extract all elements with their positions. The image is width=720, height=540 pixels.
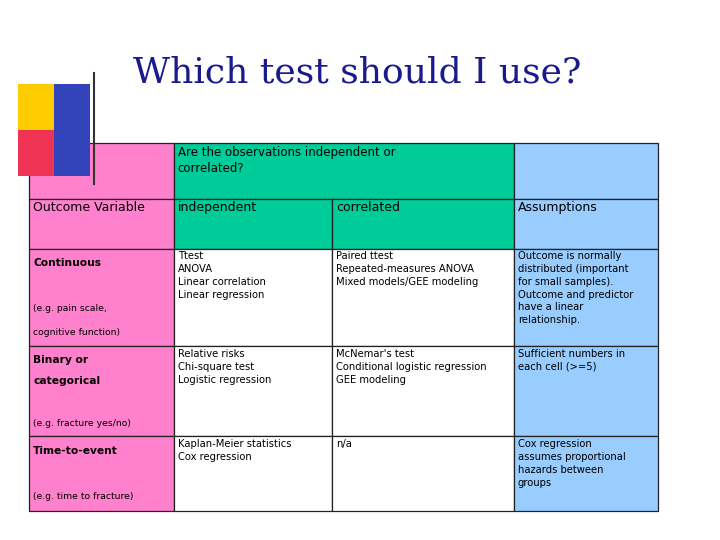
Bar <box>513 143 658 199</box>
Bar <box>29 143 174 199</box>
Bar <box>174 143 513 199</box>
Bar <box>29 248 174 346</box>
Bar <box>54 130 90 176</box>
Text: independent: independent <box>178 201 257 214</box>
Text: Outcome Variable: Outcome Variable <box>33 201 145 214</box>
Text: Continuous: Continuous <box>33 258 101 268</box>
Text: categorical: categorical <box>33 376 100 386</box>
Bar <box>174 248 332 346</box>
Text: Time-to-event: Time-to-event <box>33 446 118 456</box>
Text: Are the observations independent or
correlated?: Are the observations independent or corr… <box>178 146 395 176</box>
Text: Assumptions: Assumptions <box>518 201 598 214</box>
Text: Outcome is normally
distributed (important
for small samples).
Outcome and predi: Outcome is normally distributed (importa… <box>518 251 633 325</box>
Text: Kaplan-Meier statistics
Cox regression: Kaplan-Meier statistics Cox regression <box>178 439 292 462</box>
Bar <box>29 436 174 511</box>
Text: (e.g. fracture yes/no): (e.g. fracture yes/no) <box>33 418 131 428</box>
Text: Paired ttest
Repeated-measures ANOVA
Mixed models/GEE modeling: Paired ttest Repeated-measures ANOVA Mix… <box>336 251 478 287</box>
Bar <box>513 199 658 248</box>
Bar <box>54 84 90 130</box>
Bar <box>513 248 658 346</box>
Bar <box>513 346 658 436</box>
Text: correlated: correlated <box>336 201 400 214</box>
Text: Binary or: Binary or <box>33 355 89 365</box>
Bar <box>29 199 174 248</box>
Bar <box>174 436 332 511</box>
Text: McNemar's test
Conditional logistic regression
GEE modeling: McNemar's test Conditional logistic regr… <box>336 349 487 384</box>
Bar <box>174 199 332 248</box>
Bar <box>174 346 332 436</box>
Text: Which test should I use?: Which test should I use? <box>133 56 582 90</box>
Text: Relative risks
Chi-square test
Logistic regression: Relative risks Chi-square test Logistic … <box>178 349 271 384</box>
Text: Ttest
ANOVA
Linear correlation
Linear regression: Ttest ANOVA Linear correlation Linear re… <box>178 251 266 300</box>
Text: cognitive function): cognitive function) <box>33 328 120 336</box>
Bar <box>332 248 513 346</box>
Bar <box>332 199 513 248</box>
Bar <box>29 346 174 436</box>
Text: Cox regression
assumes proportional
hazards between
groups: Cox regression assumes proportional haza… <box>518 439 626 488</box>
Bar <box>332 436 513 511</box>
Bar <box>18 84 54 130</box>
Text: n/a: n/a <box>336 439 352 449</box>
Text: (e.g. time to fracture): (e.g. time to fracture) <box>33 492 133 502</box>
Bar <box>332 346 513 436</box>
Bar <box>513 436 658 511</box>
Text: (e.g. pain scale,: (e.g. pain scale, <box>33 305 107 313</box>
Text: Sufficient numbers in
each cell (>=5): Sufficient numbers in each cell (>=5) <box>518 349 625 372</box>
Bar <box>18 130 54 176</box>
